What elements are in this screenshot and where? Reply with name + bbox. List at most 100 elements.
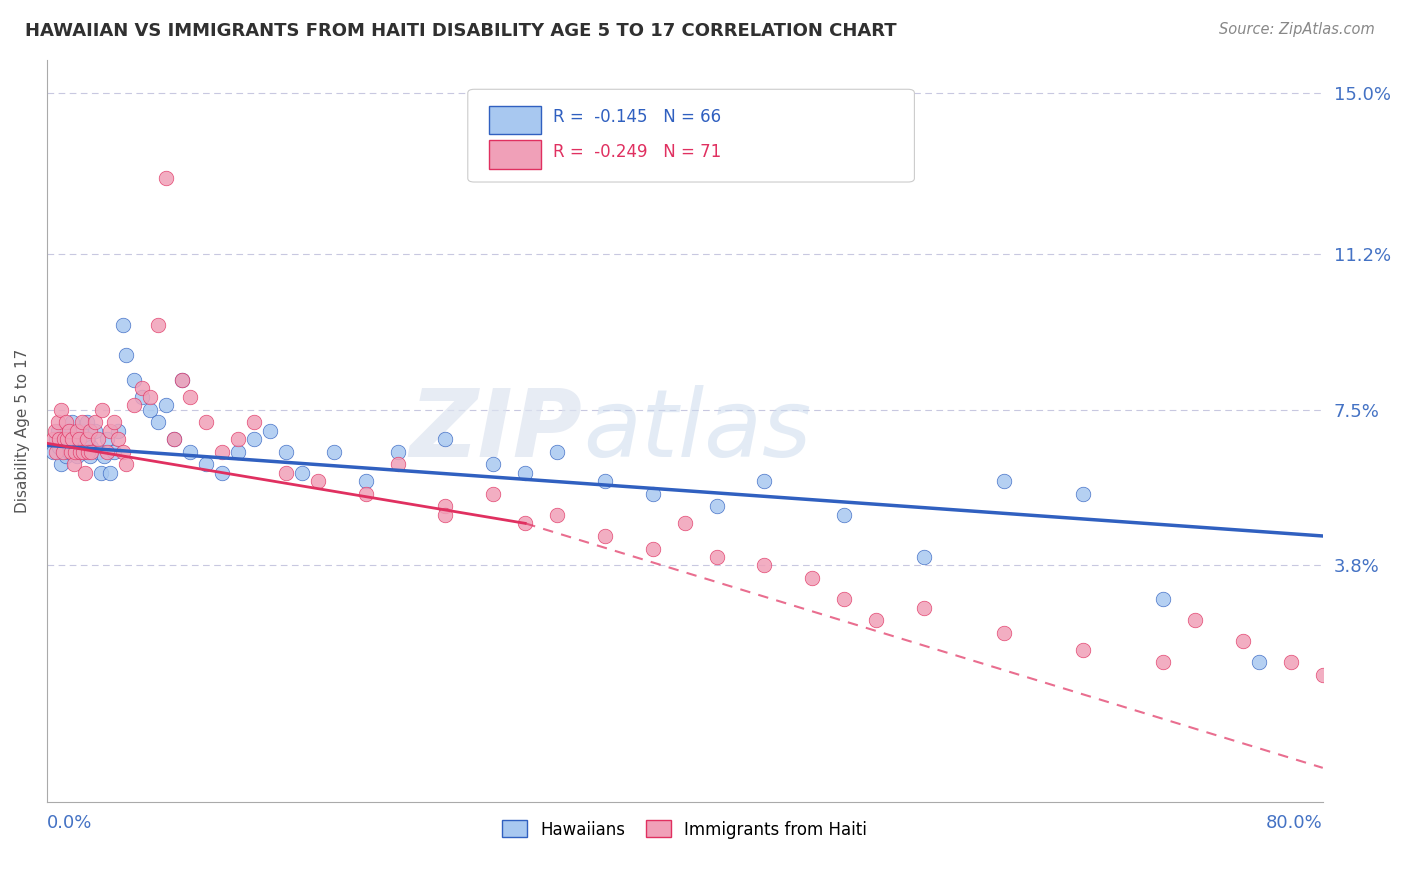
- Point: [211, 466, 233, 480]
- Point: [354, 474, 377, 488]
- Point: [112, 444, 135, 458]
- Point: [172, 373, 194, 387]
- Point: [832, 508, 855, 522]
- Point: [52, 444, 75, 458]
- Point: [46, 415, 69, 429]
- Point: [139, 402, 162, 417]
- Point: [73, 466, 96, 480]
- Point: [67, 432, 90, 446]
- Point: [59, 444, 82, 458]
- Point: [131, 381, 153, 395]
- Point: [76, 415, 98, 429]
- Point: [93, 449, 115, 463]
- Text: 80.0%: 80.0%: [1265, 814, 1323, 832]
- Point: [434, 500, 457, 514]
- Y-axis label: Disability Age 5 to 17: Disability Age 5 to 17: [15, 349, 30, 513]
- Point: [226, 432, 249, 446]
- Point: [42, 444, 65, 458]
- Point: [90, 466, 112, 480]
- Point: [66, 424, 89, 438]
- Point: [100, 424, 122, 438]
- Point: [46, 424, 69, 438]
- Point: [179, 390, 201, 404]
- Point: [163, 432, 186, 446]
- Point: [172, 373, 194, 387]
- Text: HAWAIIAN VS IMMIGRANTS FROM HAITI DISABILITY AGE 5 TO 17 CORRELATION CHART: HAWAIIAN VS IMMIGRANTS FROM HAITI DISABI…: [25, 22, 897, 40]
- Point: [48, 432, 70, 446]
- Point: [139, 390, 162, 404]
- Point: [148, 318, 170, 333]
- Point: [60, 432, 83, 446]
- Point: [59, 432, 82, 446]
- Text: 0.0%: 0.0%: [46, 814, 91, 832]
- Point: [56, 424, 79, 438]
- Point: [124, 398, 146, 412]
- Point: [65, 444, 87, 458]
- Point: [60, 415, 83, 429]
- Point: [65, 444, 87, 458]
- Point: [48, 441, 70, 455]
- Point: [593, 474, 616, 488]
- Point: [69, 444, 91, 458]
- Point: [91, 402, 114, 417]
- Point: [56, 432, 79, 446]
- Point: [72, 432, 94, 446]
- Point: [259, 424, 281, 438]
- Point: [593, 529, 616, 543]
- Point: [1232, 634, 1254, 648]
- Point: [67, 432, 90, 446]
- Point: [515, 466, 537, 480]
- Point: [83, 424, 105, 438]
- Legend: Hawaiians, Immigrants from Haiti: Hawaiians, Immigrants from Haiti: [496, 814, 873, 846]
- Point: [103, 415, 125, 429]
- Point: [434, 432, 457, 446]
- Point: [1152, 592, 1174, 607]
- Point: [77, 444, 100, 458]
- Point: [1247, 656, 1270, 670]
- Point: [706, 550, 728, 565]
- Point: [1312, 668, 1334, 682]
- Point: [100, 466, 122, 480]
- Point: [83, 415, 105, 429]
- Point: [195, 458, 218, 472]
- Point: [1073, 487, 1095, 501]
- Point: [434, 508, 457, 522]
- Point: [76, 432, 98, 446]
- Point: [107, 424, 129, 438]
- Point: [1279, 656, 1302, 670]
- Point: [482, 458, 505, 472]
- Point: [1073, 642, 1095, 657]
- Point: [195, 415, 218, 429]
- Point: [641, 541, 664, 556]
- Point: [148, 415, 170, 429]
- Point: [865, 613, 887, 627]
- Point: [62, 441, 84, 455]
- Point: [912, 600, 935, 615]
- Point: [62, 458, 84, 472]
- Text: ZIP: ZIP: [409, 384, 582, 476]
- Point: [55, 449, 77, 463]
- Point: [70, 415, 93, 429]
- Point: [73, 444, 96, 458]
- Point: [66, 449, 89, 463]
- Bar: [489, 105, 540, 134]
- Point: [42, 432, 65, 446]
- Text: atlas: atlas: [582, 385, 811, 476]
- Point: [77, 432, 100, 446]
- Point: [1152, 656, 1174, 670]
- Point: [79, 449, 101, 463]
- Point: [45, 444, 67, 458]
- Point: [673, 516, 696, 531]
- FancyBboxPatch shape: [468, 89, 914, 182]
- Point: [52, 444, 75, 458]
- Point: [912, 550, 935, 565]
- Point: [96, 444, 118, 458]
- Point: [226, 444, 249, 458]
- Point: [58, 424, 80, 438]
- Text: R =  -0.249   N = 71: R = -0.249 N = 71: [554, 144, 721, 161]
- Point: [1184, 613, 1206, 627]
- Point: [115, 458, 138, 472]
- Point: [107, 432, 129, 446]
- Point: [322, 444, 344, 458]
- Point: [832, 592, 855, 607]
